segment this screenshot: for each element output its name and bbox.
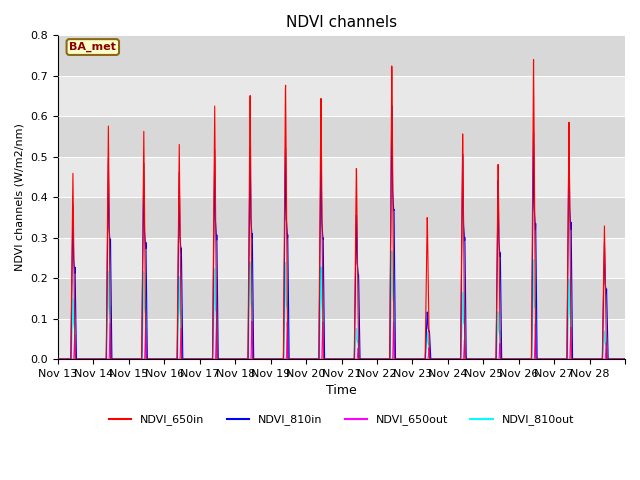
Legend: NDVI_650in, NDVI_810in, NDVI_650out, NDVI_810out: NDVI_650in, NDVI_810in, NDVI_650out, NDV… <box>104 410 579 430</box>
X-axis label: Time: Time <box>326 384 357 397</box>
Bar <box>58 116 625 157</box>
Bar <box>58 76 625 116</box>
Bar <box>58 36 625 76</box>
Bar <box>58 157 625 197</box>
Bar <box>58 278 625 319</box>
Bar <box>58 197 625 238</box>
Y-axis label: NDVI channels (W/m2/nm): NDVI channels (W/m2/nm) <box>15 123 25 271</box>
Title: NDVI channels: NDVI channels <box>286 15 397 30</box>
Bar <box>58 319 625 359</box>
Text: BA_met: BA_met <box>69 42 116 52</box>
Bar <box>58 238 625 278</box>
